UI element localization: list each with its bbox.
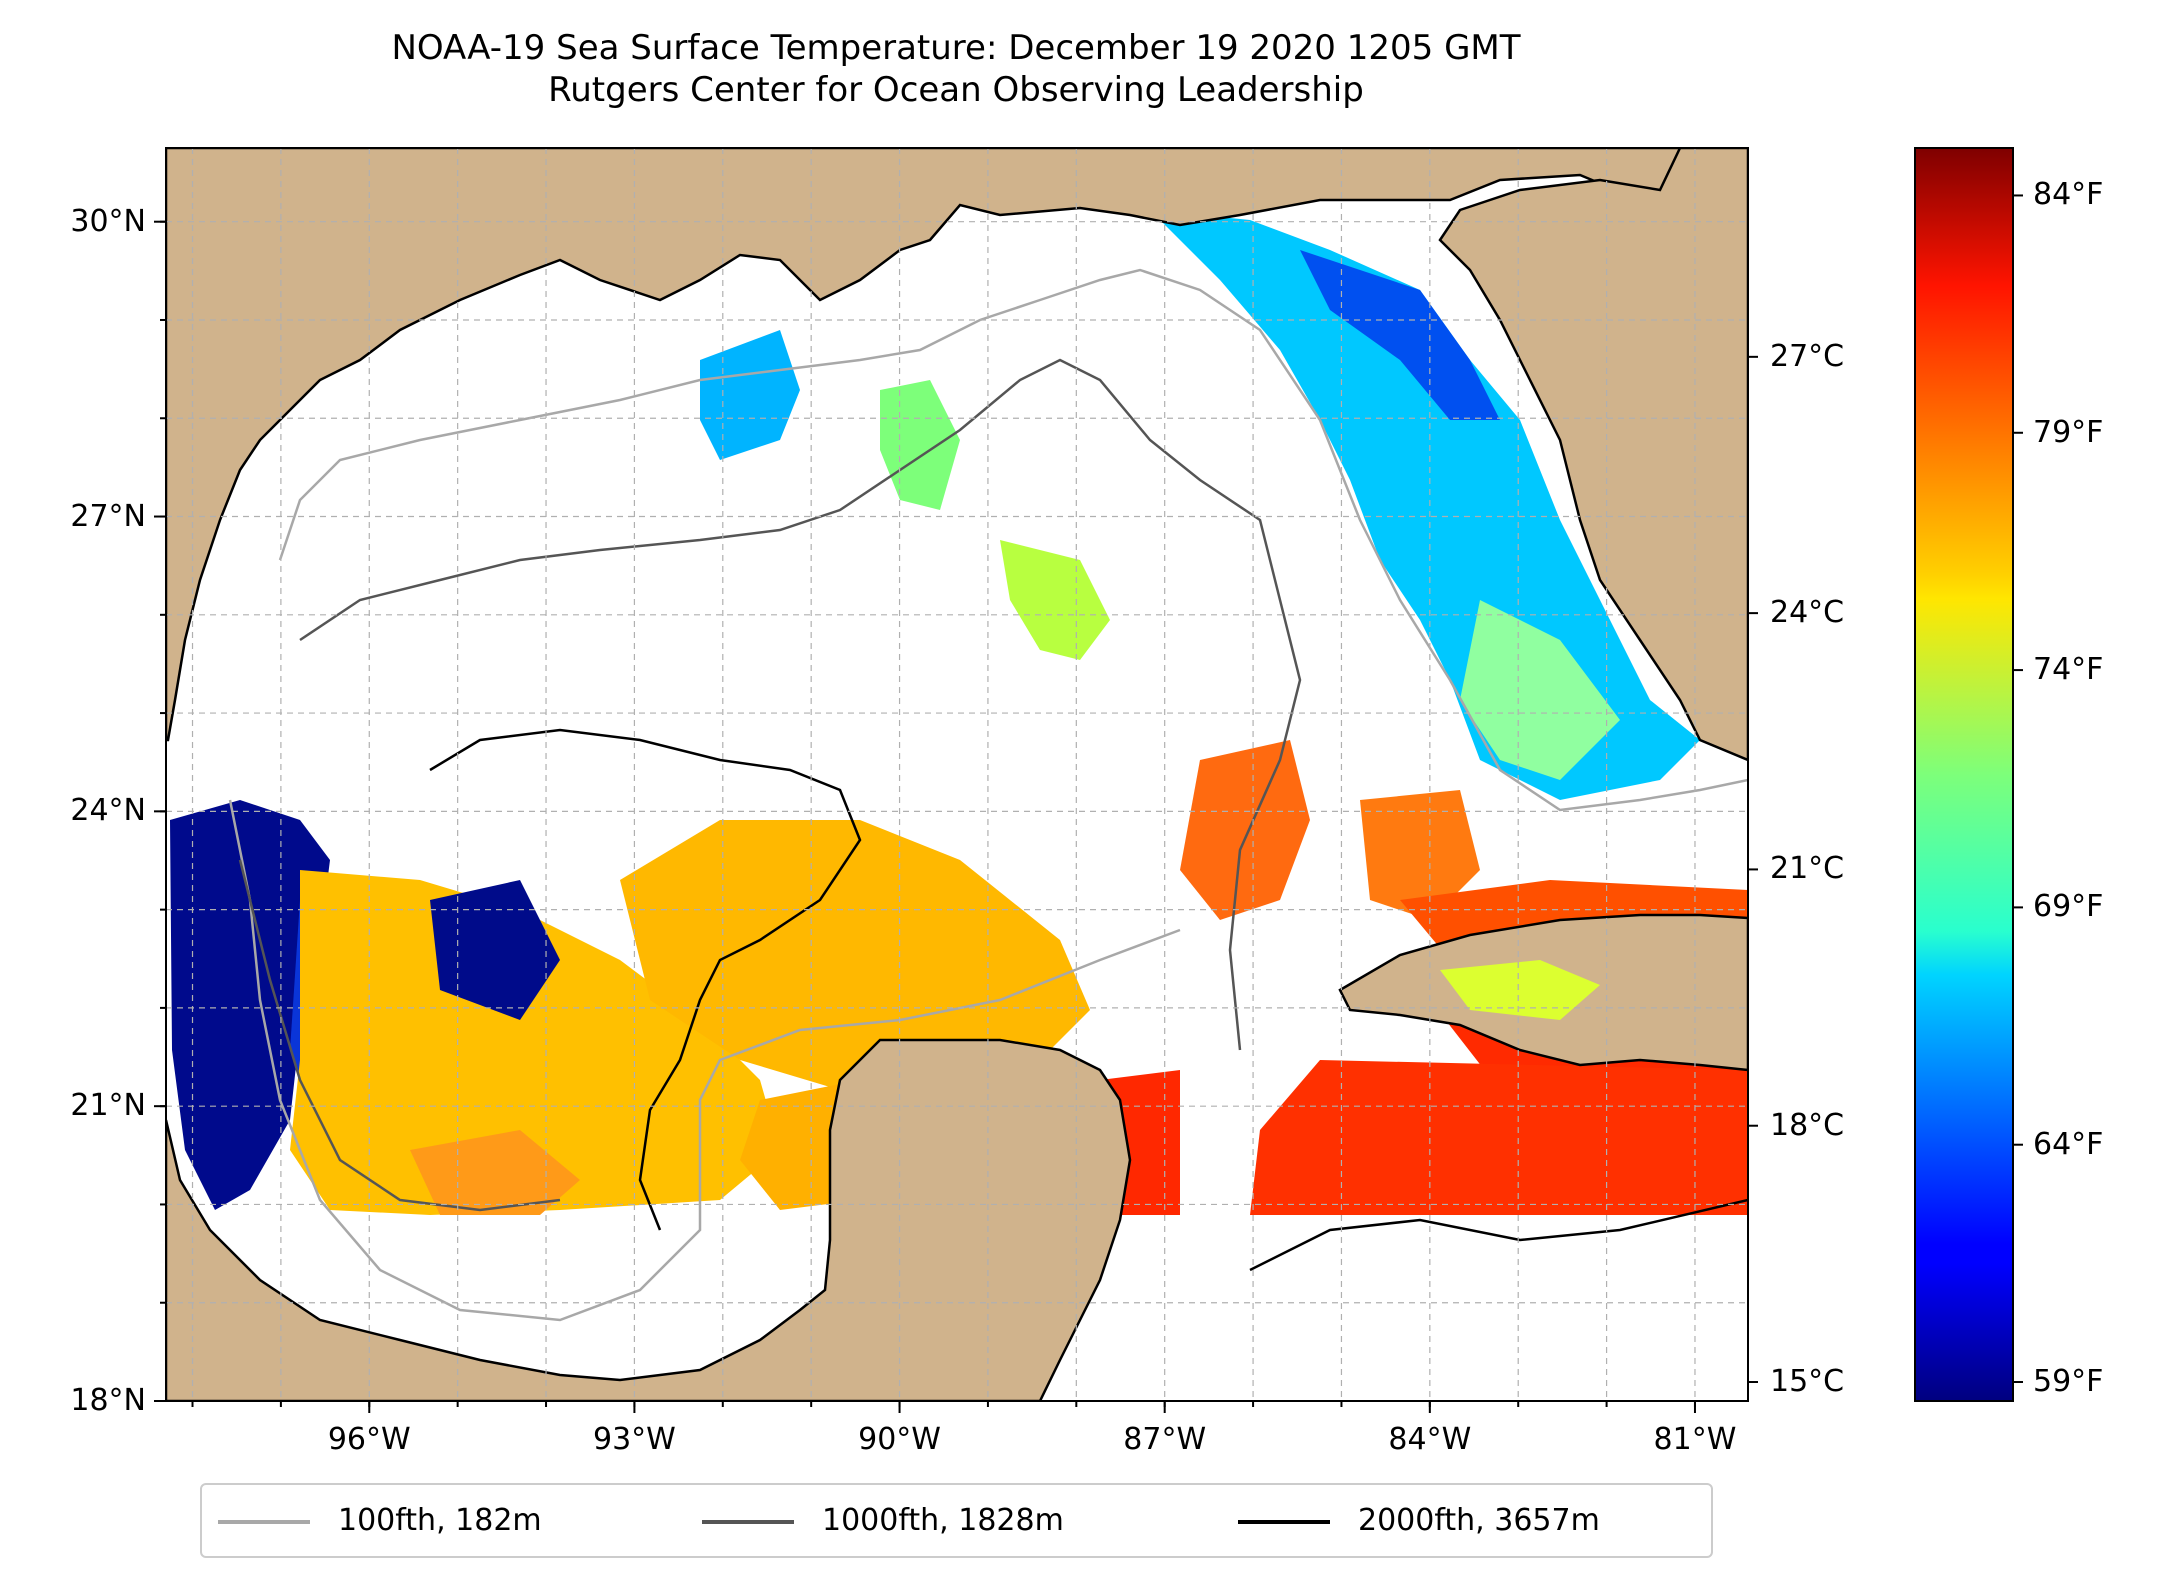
cbar-f-label-5: 84°F (2033, 177, 2104, 213)
legend-label-100fth: 100fth, 182m (338, 1503, 542, 1538)
sst-loop-current-west (1180, 740, 1310, 920)
legend-label-1000fth: 1000fth, 1828m (822, 1503, 1064, 1538)
lon-label-3: 87°W (1123, 1422, 1207, 1457)
cbar-c-label-2: 21°C (1770, 851, 1845, 887)
lat-label-2: 24°N (70, 793, 146, 829)
legend-swatch-2000fth (1238, 1520, 1330, 1524)
sst-central-warm (620, 820, 1090, 1090)
cbar-c-label-1: 18°C (1770, 1107, 1845, 1143)
map-tick-marks (154, 220, 1696, 1413)
lon-label-4: 84°W (1388, 1422, 1472, 1457)
lon-label-2: 90°W (858, 1422, 941, 1457)
contour-100fth-west (228, 799, 1181, 1322)
cbar-c-label-4: 27°C (1770, 338, 1845, 374)
cbar-f-label-2: 69°F (2033, 889, 2104, 925)
sst-caribbean (1250, 1060, 1748, 1215)
bathymetry-contours (228, 268, 1748, 1322)
lat-label-0: 30°N (70, 203, 146, 239)
lon-label-0: 96°W (327, 1422, 411, 1457)
cbar-f-label-3: 74°F (2033, 652, 2104, 688)
legend-swatch-1000fth (702, 1520, 794, 1524)
sst-louisiana-shelf (700, 330, 800, 460)
cbar-c-label-3: 24°C (1770, 595, 1845, 631)
contour-1000fth (299, 358, 1302, 1051)
cbar-f-label-4: 79°F (2033, 414, 2104, 450)
lat-label-1: 27°N (70, 498, 146, 534)
legend-label-2000fth: 2000fth, 3657m (1358, 1503, 1600, 1538)
lat-label-3: 21°N (70, 1088, 146, 1124)
land-florida (1438, 148, 1748, 762)
sst-cuba-north-shelf (1440, 960, 1600, 1020)
lon-label-5: 81°W (1653, 1422, 1737, 1457)
map-frame (165, 147, 1749, 1402)
lat-label-4: 18°N (70, 1383, 146, 1418)
sst-florida-south (1460, 600, 1620, 780)
sst-loop-current-east (1360, 790, 1480, 920)
land-mexico (166, 1038, 1132, 1401)
sst-bay-of-campeche (410, 1130, 580, 1215)
sst-central-green (1000, 540, 1110, 660)
land-us-gulf-coast (166, 148, 1682, 742)
bathymetry-legend: 100fth, 182m 1000fth, 1828m 2000fth, 365… (200, 1483, 1713, 1558)
contour-2000fth-caribbean (1249, 1198, 1748, 1272)
legend-swatch-100fth (218, 1520, 310, 1524)
contour-100fth (278, 268, 1748, 812)
cbar-f-label-0: 59°F (2033, 1364, 2104, 1399)
sst-west-warm (290, 870, 780, 1215)
colorbar-tick-marks (1748, 194, 2023, 1384)
map-title-line2: Rutgers Center for Ocean Observing Leade… (548, 70, 1364, 110)
sst-florida-nearshore (1300, 250, 1500, 420)
lon-label-1: 93°W (592, 1422, 676, 1457)
contour-2000fth (429, 728, 862, 1231)
cbar-c-label-0: 15°C (1770, 1364, 1845, 1399)
sst-west-coast-cold (170, 800, 330, 1210)
map-title-line1: NOAA-19 Sea Surface Temperature: Decembe… (391, 28, 1521, 68)
contour-1000fth-west (238, 859, 561, 1212)
sst-cold-eddy (430, 880, 560, 1020)
cbar-f-label-1: 64°F (2033, 1126, 2104, 1162)
colorbar (1914, 147, 2014, 1402)
